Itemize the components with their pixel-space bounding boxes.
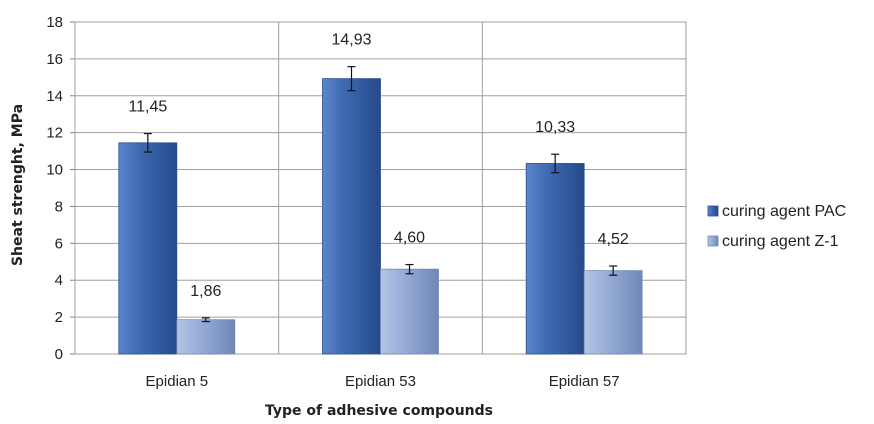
- legend-swatch: [707, 205, 719, 217]
- legend-item: curing agent PAC: [707, 203, 846, 220]
- legend-label: curing agent PAC: [722, 203, 846, 220]
- error-bar: [609, 265, 618, 276]
- error-bar: [201, 317, 210, 323]
- y-tick-label: 4: [55, 272, 63, 289]
- plot-area: 11,45 14,93 10,33 1,86 4,60 4,52: [74, 21, 687, 355]
- error-bar: [347, 66, 356, 92]
- bar: [525, 163, 585, 355]
- y-tick-label: 8: [55, 198, 63, 215]
- legend-label: curing agent Z-1: [722, 233, 839, 250]
- y-tick-label: 0: [55, 346, 63, 363]
- bar: [380, 268, 439, 355]
- bar: [583, 270, 643, 355]
- data-label: 4,60: [394, 230, 425, 247]
- data-labels: 11,45 14,93 10,33 1,86 4,60 4,52: [128, 32, 628, 300]
- y-axis-title: Sheat strenght, MPa: [10, 104, 26, 266]
- legend-item: curing agent Z-1: [707, 233, 839, 250]
- y-tick-label: 16: [46, 51, 63, 68]
- error-bar: [143, 132, 152, 153]
- y-tick-label: 6: [55, 235, 63, 252]
- error-bar: [405, 263, 414, 275]
- legend-swatch: [707, 235, 719, 247]
- x-axis-title: Type of adhesive compounds: [265, 403, 493, 419]
- error-bar: [551, 153, 560, 174]
- bar: [118, 142, 178, 355]
- y-axis-ticks: 0 2 4 6 8 10 12 14 16 18: [46, 14, 75, 363]
- bar: [322, 78, 381, 355]
- error-bars: [143, 66, 618, 323]
- data-label: 14,93: [331, 32, 371, 49]
- bar: [176, 319, 236, 355]
- y-tick-label: 10: [46, 162, 63, 179]
- y-tick-label: 14: [46, 88, 63, 105]
- data-label: 11,45: [128, 99, 167, 116]
- x-tick-label: Epidian 5: [146, 373, 209, 390]
- x-axis-ticks: Epidian 5 Epidian 53 Epidian 57: [146, 373, 620, 390]
- data-label: 4,52: [598, 231, 629, 248]
- x-tick-label: Epidian 57: [549, 373, 620, 390]
- data-label: 1,86: [190, 283, 221, 300]
- y-tick-label: 18: [46, 14, 63, 31]
- legend: curing agent PAC curing agent Z-1: [707, 203, 846, 250]
- y-tick-label: 2: [55, 309, 63, 326]
- x-tick-label: Epidian 53: [345, 373, 416, 390]
- bars: [118, 78, 643, 355]
- y-tick-label: 12: [46, 125, 63, 142]
- data-label: 10,33: [535, 119, 575, 136]
